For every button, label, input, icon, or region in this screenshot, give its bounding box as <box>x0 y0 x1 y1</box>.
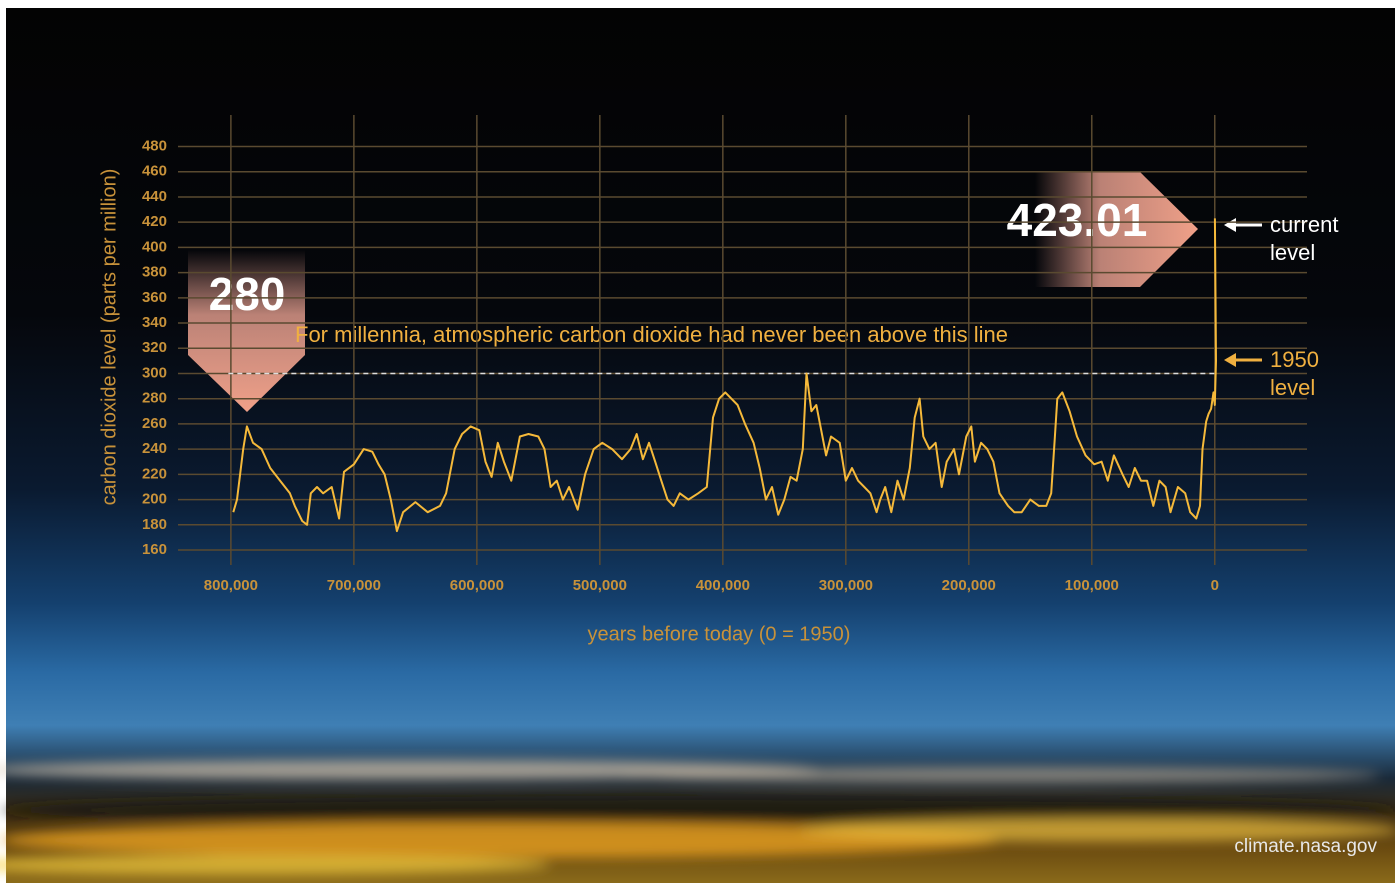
y-tick-label: 260 <box>142 415 167 432</box>
x-tick-label: 0 <box>1211 577 1219 594</box>
reference-note: For millennia, atmospheric carbon dioxid… <box>295 322 1008 347</box>
y-tick-label: 180 <box>142 516 167 533</box>
x-tick-label: 600,000 <box>450 577 504 594</box>
y-tick-label: 440 <box>142 188 167 205</box>
horizon-clouds <box>0 760 1395 875</box>
callout-label: 280 <box>209 268 286 320</box>
y-tick-label: 320 <box>142 339 167 356</box>
y-axis-label: carbon dioxide level (parts per million) <box>98 169 120 506</box>
y-tick-label: 360 <box>142 289 167 306</box>
y-tick-label: 240 <box>142 440 167 457</box>
callout-arrow <box>188 250 305 412</box>
y-tick-label: 220 <box>142 465 167 482</box>
x-tick-label: 100,000 <box>1065 577 1119 594</box>
x-tick-label: 500,000 <box>573 577 627 594</box>
y-tick-label: 200 <box>142 491 167 508</box>
y-tick-label: 300 <box>142 364 167 381</box>
background <box>6 8 1395 883</box>
y-tick-label: 280 <box>142 390 167 407</box>
x-axis-label: years before today (0 = 1950) <box>588 623 851 645</box>
y-tick-label: 480 <box>142 137 167 154</box>
y-tick-label: 340 <box>142 314 167 331</box>
pointer <box>1224 218 1262 367</box>
y-tick-label: 160 <box>142 541 167 558</box>
annotation: current level <box>1270 212 1339 265</box>
x-tick-label: 400,000 <box>696 577 750 594</box>
x-tick-label: 200,000 <box>942 577 996 594</box>
callout-arrow <box>1035 172 1198 287</box>
x-tick-label: 300,000 <box>819 577 873 594</box>
source: climate.nasa.gov <box>1234 836 1377 857</box>
callout-label: 423.01 <box>1007 194 1148 246</box>
y-tick-label: 380 <box>142 264 167 281</box>
y-tick-label: 420 <box>142 213 167 230</box>
x-tick-label: 800,000 <box>204 577 258 594</box>
annotation: 1950 level <box>1270 347 1319 400</box>
co2-line <box>232 218 1217 533</box>
y-tick-label: 460 <box>142 163 167 180</box>
x-tick-label: 700,000 <box>327 577 381 594</box>
y-tick-label: 400 <box>142 238 167 255</box>
plot: 160 180 200 220 240 260 280 300 320 340 360 380 400 4… <box>142 115 1307 594</box>
